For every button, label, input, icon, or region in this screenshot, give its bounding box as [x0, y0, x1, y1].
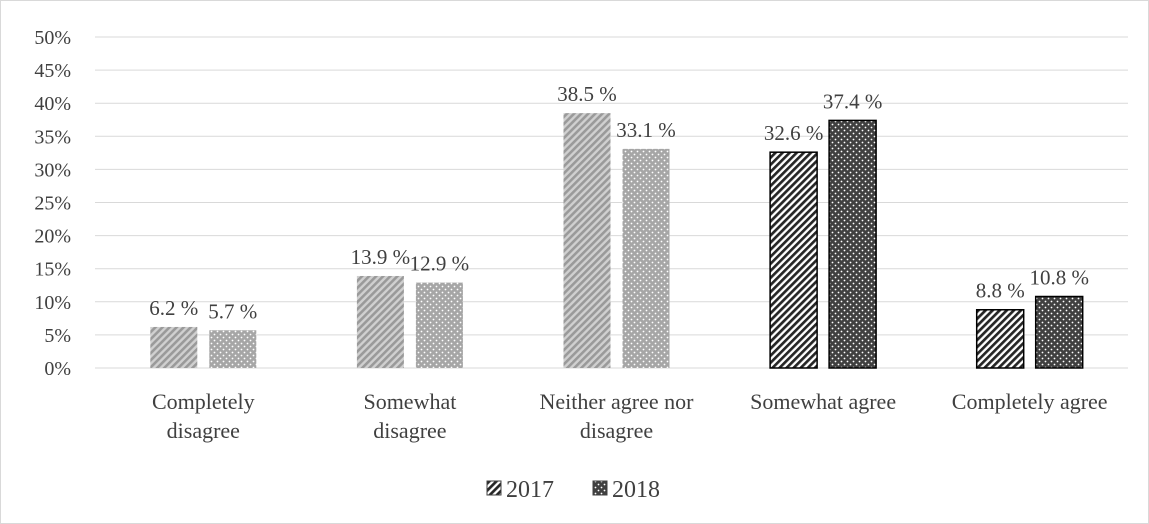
data-label: 38.5 % [557, 82, 617, 106]
gridlines [95, 36, 1128, 369]
legend-swatch-2018 [592, 480, 608, 496]
bar-2017 [356, 275, 404, 368]
data-label: 5.7 % [208, 299, 257, 323]
y-tick-label: 40% [34, 93, 71, 115]
data-label: 12.9 % [410, 252, 470, 276]
data-label: 37.4 % [823, 89, 883, 113]
data-label: 6.2 % [149, 296, 198, 320]
data-labels: 6.2 % 5.7 % 13.9 % 12.9 % 38.5 % 33.1 % 32.6 %… [149, 82, 1089, 323]
legend-swatch-2017 [486, 480, 502, 496]
y-tick-label: 0% [44, 358, 71, 380]
legend: 2017 2018 [486, 477, 660, 503]
data-label: 8.8 % [976, 279, 1025, 303]
category-label: Completely disagree [152, 389, 255, 443]
y-tick-label: 30% [34, 159, 71, 181]
y-tick-label: 10% [34, 292, 71, 314]
x-axis: Completely disagree Somewhat disagree Neithe… [152, 389, 1108, 443]
y-tick-label: 50% [34, 27, 71, 49]
category-label: Neither agree nor disagree [540, 389, 695, 443]
data-label: 13.9 % [351, 245, 411, 269]
category-label: Somewhat agree [750, 389, 896, 414]
bar-2018 [209, 330, 257, 368]
data-label: 10.8 % [1029, 266, 1089, 290]
y-tick-label: 5% [44, 325, 71, 347]
bar-2018 [1034, 295, 1084, 369]
y-tick-label: 35% [34, 126, 71, 148]
y-tick-label: 20% [34, 226, 71, 248]
legend-label: 2017 [506, 477, 554, 503]
bar-2017 [150, 326, 198, 368]
y-tick-label: 15% [34, 259, 71, 281]
bar-2017 [563, 113, 611, 368]
y-tick-label: 25% [34, 193, 71, 215]
bar-2018 [828, 119, 877, 369]
bar-2018 [622, 148, 670, 368]
category-label: Completely agree [952, 389, 1108, 414]
bar-2017 [769, 151, 818, 369]
y-tick-label: 45% [34, 60, 71, 82]
legend-label: 2018 [612, 477, 660, 503]
data-label: 33.1 % [616, 118, 676, 142]
bar-2018 [415, 282, 463, 368]
data-label: 32.6 % [764, 121, 824, 145]
bars [150, 113, 1084, 369]
category-label: Somewhat disagree [363, 389, 456, 443]
y-axis: 0% 5% 10% 15% 20% 25% 30% 35% 40% 45% 50% [34, 27, 71, 380]
bar-2017 [975, 308, 1025, 369]
